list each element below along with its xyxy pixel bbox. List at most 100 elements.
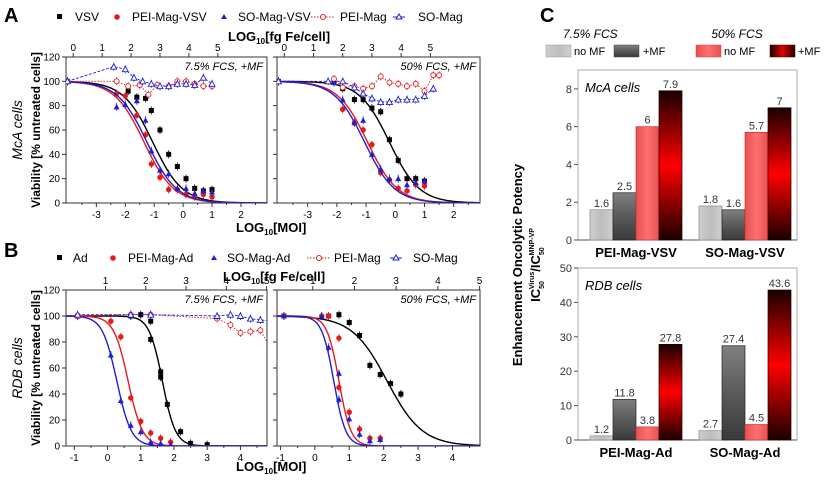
data-point [157, 435, 164, 441]
x2-axis-title-b: LOG10[fg Fe/cell] [223, 269, 325, 286]
y-tick-label: 120 [43, 53, 60, 64]
bar [767, 289, 792, 441]
plot-frame [276, 289, 481, 447]
data-point [269, 318, 275, 324]
data-point [369, 141, 375, 148]
fit-curve [66, 315, 267, 446]
data-point [236, 312, 245, 319]
x-tick-label: 0 [105, 453, 111, 464]
data-point [420, 91, 429, 99]
data-point [436, 72, 443, 79]
row-label-rdb: RDB cells [9, 337, 25, 398]
data-point [331, 75, 337, 82]
data-point [237, 329, 244, 336]
legend-marker-triangle [211, 255, 217, 260]
data-point [388, 381, 394, 387]
data-point [157, 440, 164, 446]
bar [767, 107, 792, 241]
fit-curve [277, 80, 480, 203]
condition-annotation: 7.5% FCS, +MF [184, 294, 264, 306]
data-point [386, 175, 393, 182]
plot-a-right: -3 -2 -1 0 1 2 0 1 2 3 4 5 50% FCS, +MF [273, 43, 481, 221]
legend-marker-circle [110, 255, 116, 261]
data-point [421, 178, 428, 184]
x-axis-title-a: LOG10[MOI] [236, 220, 306, 237]
data-point [404, 83, 410, 90]
bar [744, 131, 769, 241]
legend-label: PEI-Mag [334, 251, 381, 265]
legend-marker-open-circle [320, 14, 326, 20]
data-point [148, 161, 155, 167]
y-tick-label: 40 [49, 390, 61, 401]
data-point [357, 333, 363, 338]
bar [721, 345, 746, 441]
data-point [148, 147, 155, 154]
bar-chart-title: RDB cells [585, 278, 643, 293]
x-tick-label: 0 [312, 453, 318, 464]
data-point [208, 79, 216, 87]
x2-axis-title-a: LOG10[fg Fe/cell] [228, 29, 330, 46]
y-tick-label: 60 [49, 364, 61, 375]
data-point [192, 185, 198, 191]
x2-tick-label: 1 [99, 43, 105, 54]
data-point [351, 97, 357, 103]
data-point [158, 374, 164, 380]
x-tick-label: 4 [238, 453, 244, 464]
data-point [148, 108, 154, 114]
data-point [127, 422, 134, 428]
x2-tick-label: 4 [186, 43, 192, 54]
data-point [190, 81, 199, 88]
data-point [147, 79, 156, 87]
x-axis-title-b: LOG10[MOI] [236, 459, 306, 476]
data-point [395, 80, 402, 87]
data-point [404, 176, 410, 182]
data-point [377, 73, 384, 80]
data-point [73, 310, 82, 318]
fit-curve [277, 315, 480, 446]
legend-label: SO-Mag [418, 10, 463, 24]
data-point [122, 101, 129, 107]
bar-chart-rdb: 0 10 20 30 40 50 RDB cells 1.2 11.8 3.8 27.8 PEI-Ma… [560, 263, 798, 460]
bar [635, 126, 660, 241]
legend-label: PEI-Mag-Ad [128, 251, 193, 265]
x-tick-label: -1 [70, 453, 79, 464]
data-point [356, 426, 363, 432]
data-point [113, 78, 120, 85]
data-point [125, 88, 131, 94]
bar-value-label: 1.6 [726, 198, 741, 210]
connector-line [77, 314, 267, 344]
data-point [213, 312, 221, 319]
y-tick-label: 40 [49, 150, 61, 161]
x2-tick-label: 2 [352, 276, 358, 287]
legend-label: +MF [798, 46, 821, 58]
data-point [340, 106, 346, 113]
bar [744, 424, 769, 441]
data-point [378, 109, 384, 115]
legend-label: VSV [75, 10, 99, 24]
x2-tick-label: 5 [215, 43, 221, 54]
data-point [377, 372, 383, 377]
x2-tick-label: 2 [143, 276, 149, 287]
data-point [183, 176, 189, 182]
y-tick-label: 8 [566, 84, 572, 96]
y-axis-title-a: Viability [% untreated cells] [29, 52, 43, 208]
x2-tick-label: 4 [224, 276, 230, 287]
y-tick-label: 4 [566, 159, 572, 171]
data-point [366, 437, 373, 444]
data-point [335, 370, 342, 376]
x-tick-label: -2 [332, 210, 341, 221]
data-point [66, 77, 72, 85]
bar-value-label: 6 [644, 115, 650, 127]
bar-chart-title: McA cells [585, 80, 641, 95]
y-tick-label: 0 [566, 235, 572, 247]
bar-value-label: 4.5 [749, 413, 764, 425]
data-point [109, 62, 118, 70]
x-tick-label: 2 [238, 210, 244, 221]
legend-a: VSV PEI-Mag-VSV SO-Mag-VSV PEI-Mag SO-Ma… [57, 10, 463, 24]
connector-line [67, 80, 213, 96]
category-label: SO-Mag-Ad [710, 445, 781, 460]
y-tick-label: 2 [566, 197, 572, 209]
y-tick-label: 120 [43, 286, 60, 297]
data-point [174, 164, 180, 169]
